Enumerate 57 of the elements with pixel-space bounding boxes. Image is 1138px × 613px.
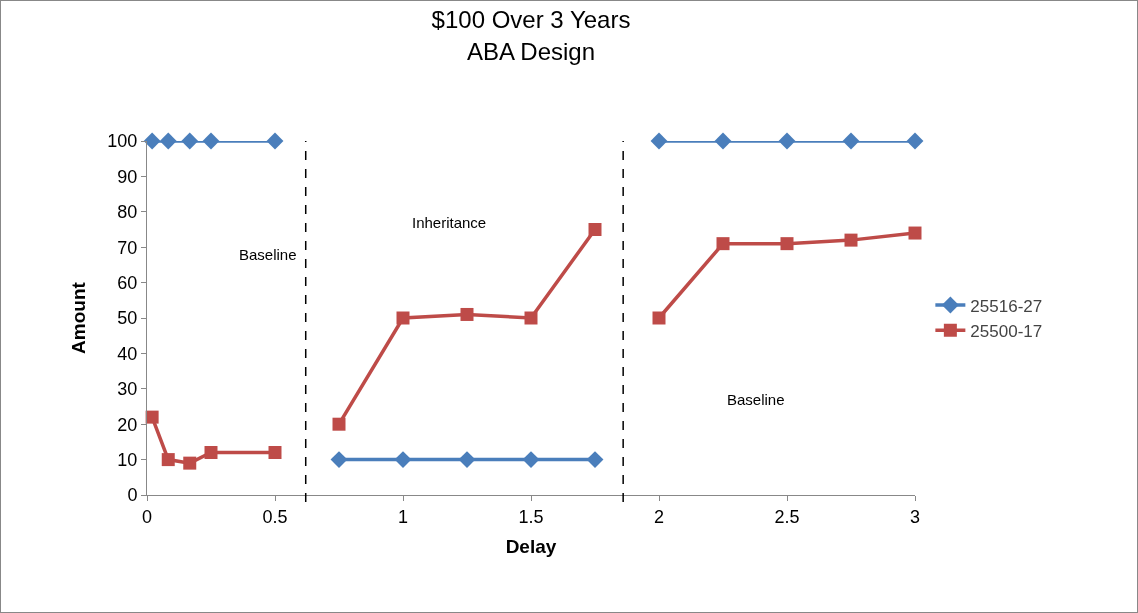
point xyxy=(652,311,666,325)
x-tick-label: 2 xyxy=(653,506,665,527)
x-axis-title: Delay xyxy=(505,536,557,558)
y-tick-label: 100 xyxy=(107,131,138,152)
chart-title: $100 Over 3 Years xyxy=(431,6,631,34)
point xyxy=(268,446,282,460)
point xyxy=(842,132,860,150)
point xyxy=(202,132,220,150)
point xyxy=(145,410,159,424)
point xyxy=(161,453,175,467)
point xyxy=(780,237,794,251)
y-tick-label: 20 xyxy=(117,414,138,435)
point xyxy=(524,311,538,325)
y-tick-label: 60 xyxy=(117,272,138,293)
point xyxy=(332,417,346,431)
point xyxy=(460,307,474,321)
point xyxy=(159,132,177,150)
x-tick-label: 1 xyxy=(397,506,409,527)
point xyxy=(844,233,858,247)
point xyxy=(650,132,668,150)
point xyxy=(714,132,732,150)
x-tick-label: 2.5 xyxy=(774,506,800,527)
point xyxy=(394,451,412,469)
point xyxy=(908,226,922,240)
y-tick-label: 80 xyxy=(117,202,138,223)
y-tick-label: 50 xyxy=(117,308,138,329)
y-axis-title: Amount xyxy=(68,281,90,354)
point xyxy=(716,237,730,251)
y-tick-label: 10 xyxy=(117,449,138,470)
point xyxy=(181,132,199,150)
point xyxy=(183,456,197,470)
point xyxy=(522,451,540,469)
point xyxy=(330,451,348,469)
x-tick-label: 1.5 xyxy=(518,506,544,527)
point xyxy=(143,132,161,150)
point xyxy=(396,311,410,325)
annotation: Baseline xyxy=(727,391,785,408)
x-tick-label: 3 xyxy=(909,506,921,527)
point xyxy=(458,451,476,469)
y-tick-label: 70 xyxy=(117,237,138,258)
point xyxy=(906,132,924,150)
y-tick-label: 40 xyxy=(117,343,138,364)
legend-label: 25500-17 xyxy=(970,321,1043,341)
y-tick-label: 0 xyxy=(127,485,138,506)
x-tick-label: 0 xyxy=(141,506,153,527)
point xyxy=(588,223,602,236)
legend-label: 25516-27 xyxy=(970,296,1043,316)
x-tick-label: 0.5 xyxy=(262,506,288,527)
annotation: Baseline xyxy=(239,246,297,263)
point xyxy=(586,451,604,469)
annotation: Inheritance xyxy=(412,214,487,231)
y-tick-label: 30 xyxy=(117,379,138,400)
y-tick-label: 90 xyxy=(117,166,138,187)
point xyxy=(778,132,796,150)
point xyxy=(204,446,218,460)
point xyxy=(266,132,284,150)
chart-subtitle: ABA Design xyxy=(466,37,596,65)
